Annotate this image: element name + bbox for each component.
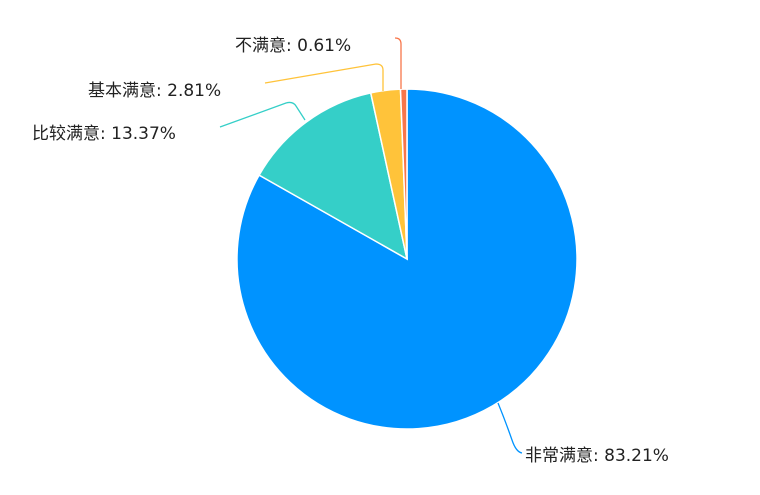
- slice-very-satisfied[interactable]: [236, 88, 578, 430]
- label-basically-satisfied: 基本满意: 2.81%: [88, 81, 221, 101]
- slice-fairly-satisfied[interactable]: [258, 92, 409, 261]
- leader-line-dissatisfied: [394, 37, 402, 89]
- leader-line-fairly-satisfied: [219, 101, 306, 128]
- leader-line-very-satisfied: [497, 402, 523, 454]
- label-dissatisfied: 不满意: 0.61%: [235, 36, 351, 56]
- label-fairly-satisfied: 比较满意: 13.37%: [32, 124, 176, 144]
- leader-line-basically-satisfied: [264, 63, 384, 91]
- label-very-satisfied: 非常满意: 83.21%: [525, 446, 669, 466]
- slice-dissatisfied[interactable]: [399, 88, 408, 260]
